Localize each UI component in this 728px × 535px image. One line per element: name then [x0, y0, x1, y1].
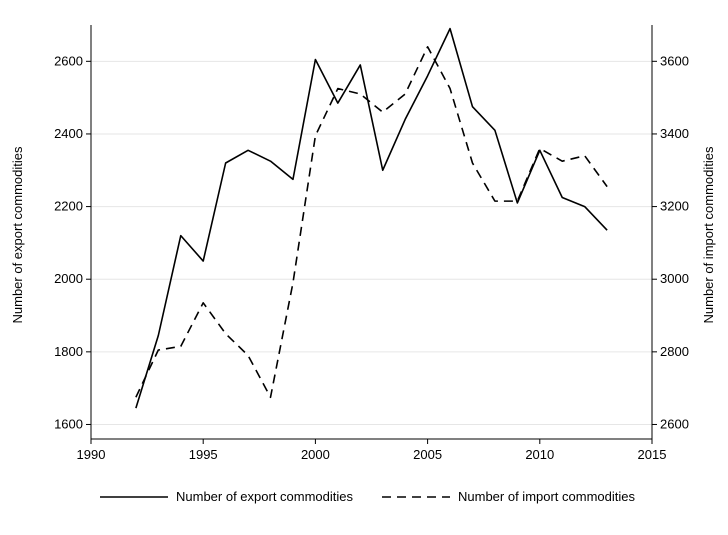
right-y-tick-label: 3000 [660, 271, 689, 286]
gridlines [91, 60, 652, 425]
x-axis-ticks: 1990 1995 2000 2005 2010 2015 [77, 439, 667, 462]
legend-export-label: Number of export commodities [176, 489, 354, 504]
legend: Number of export commodities Number of i… [100, 489, 635, 504]
import-commodities-line [135, 45, 608, 399]
export-commodities-line [135, 27, 608, 409]
left-y-axis-title: Number of export commodities [10, 146, 25, 324]
x-tick-label: 2000 [301, 447, 330, 462]
right-y-axis-ticks: 2600 2800 3000 3200 3400 3600 [652, 53, 689, 431]
right-y-tick-label: 3200 [660, 199, 689, 214]
left-y-axis-ticks: 1600 1800 2000 2200 2400 2600 [54, 53, 91, 431]
x-tick-label: 2015 [638, 447, 667, 462]
left-y-tick-label: 1600 [54, 416, 83, 431]
right-y-tick-label: 2600 [660, 416, 689, 431]
left-y-tick-label: 2400 [54, 126, 83, 141]
series-lines [135, 27, 608, 409]
left-y-tick-label: 2200 [54, 199, 83, 214]
x-tick-label: 1995 [189, 447, 218, 462]
right-y-axis-title: Number of import commodities [701, 146, 716, 323]
right-y-tick-label: 3600 [660, 53, 689, 68]
left-y-tick-label: 2600 [54, 53, 83, 68]
right-y-tick-label: 3400 [660, 126, 689, 141]
plot-area-frame [91, 25, 652, 439]
legend-import-label: Number of import commodities [458, 489, 635, 504]
left-y-tick-label: 2000 [54, 271, 83, 286]
right-y-tick-label: 2800 [660, 344, 689, 359]
x-tick-label: 1990 [77, 447, 106, 462]
x-tick-label: 2005 [413, 447, 442, 462]
x-tick-label: 2010 [525, 447, 554, 462]
left-y-tick-label: 1800 [54, 344, 83, 359]
